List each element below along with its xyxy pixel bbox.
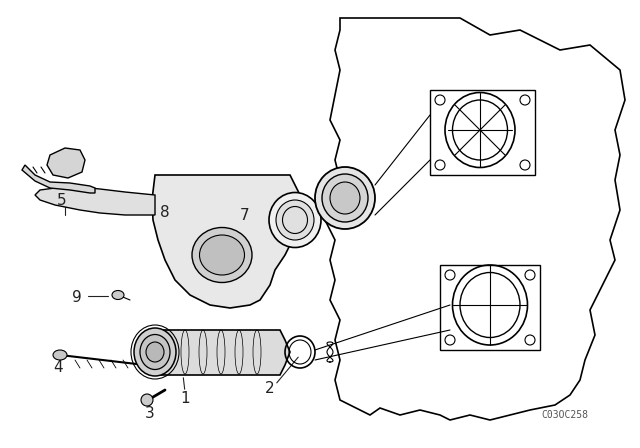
Polygon shape [47, 148, 85, 178]
Ellipse shape [134, 328, 176, 376]
Ellipse shape [192, 228, 252, 283]
Text: 2: 2 [265, 380, 275, 396]
Ellipse shape [330, 182, 360, 214]
Text: C03OC258: C03OC258 [541, 410, 589, 420]
Ellipse shape [200, 235, 244, 275]
Text: 1: 1 [180, 391, 190, 405]
Text: 5: 5 [57, 193, 67, 207]
Text: 9: 9 [72, 289, 82, 305]
Text: 3: 3 [145, 405, 155, 421]
Polygon shape [145, 330, 290, 375]
Ellipse shape [276, 200, 314, 240]
Ellipse shape [146, 342, 164, 362]
Text: 7: 7 [240, 207, 250, 223]
Ellipse shape [315, 167, 375, 229]
Text: 6: 6 [278, 199, 288, 215]
Polygon shape [22, 165, 95, 193]
Text: 8: 8 [160, 204, 170, 220]
Ellipse shape [140, 335, 170, 370]
Polygon shape [152, 175, 305, 308]
Circle shape [141, 394, 153, 406]
Ellipse shape [53, 350, 67, 360]
Polygon shape [35, 187, 155, 215]
Ellipse shape [269, 193, 321, 247]
Ellipse shape [112, 290, 124, 300]
Ellipse shape [322, 174, 368, 222]
Text: 4: 4 [53, 359, 63, 375]
